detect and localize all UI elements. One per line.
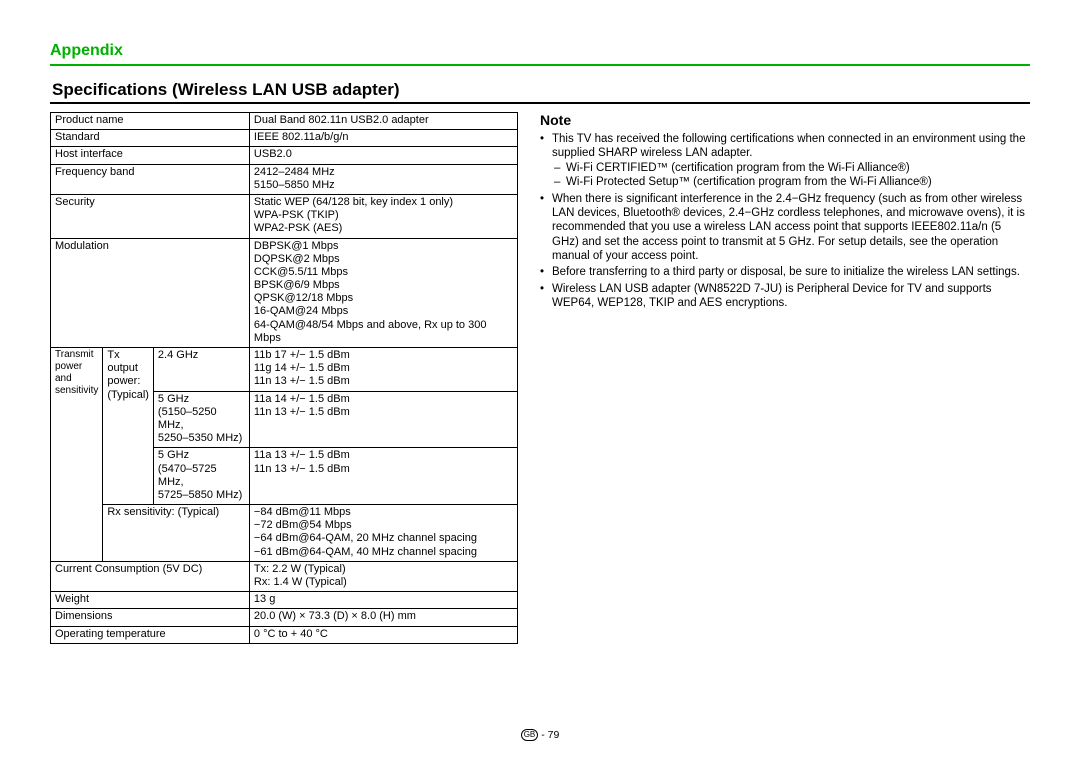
tx-band: 2.4 GHz — [153, 348, 249, 392]
content-columns: Product nameDual Band 802.11n USB2.0 ada… — [50, 112, 1030, 644]
spec-label: Host interface — [51, 147, 250, 164]
spec-table: Product nameDual Band 802.11n USB2.0 ada… — [50, 112, 518, 644]
spec-label: Operating temperature — [51, 626, 250, 643]
rx-value: −84 dBm@11 Mbps−72 dBm@54 Mbps−64 dBm@64… — [249, 505, 517, 562]
note-item: When there is significant interference i… — [540, 192, 1030, 264]
spec-value: 0 °C to + 40 °C — [249, 626, 517, 643]
note-heading: Note — [540, 112, 1030, 128]
tx-band: 5 GHz(5470–5725 MHz,5725–5850 MHz) — [153, 448, 249, 505]
table-row: Dimensions20.0 (W) × 73.3 (D) × 8.0 (H) … — [51, 609, 518, 626]
page-number: - 79 — [541, 729, 559, 741]
tx-band: 5 GHz(5150–5250 MHz,5250–5350 MHz) — [153, 391, 249, 448]
spec-value: USB2.0 — [249, 147, 517, 164]
appendix-title: Appendix — [50, 42, 1030, 60]
note-item: This TV has received the following certi… — [540, 132, 1030, 190]
spec-value: 2412–2484 MHz5150–5850 MHz — [249, 164, 517, 194]
spec-label: Frequency band — [51, 164, 250, 194]
table-row: Weight13 g — [51, 592, 518, 609]
spec-value: Static WEP (64/128 bit, key index 1 only… — [249, 194, 517, 238]
notes-list: This TV has received the following certi… — [540, 132, 1030, 311]
table-row: Current Consumption (5V DC)Tx: 2.2 W (Ty… — [51, 561, 518, 591]
green-rule — [50, 64, 1030, 66]
tx-band-value: 11a 13 +/− 1.5 dBm11n 13 +/− 1.5 dBm — [249, 448, 517, 505]
spec-label: Product name — [51, 113, 250, 130]
spec-value: IEEE 802.11a/b/g/n — [249, 130, 517, 147]
gb-badge: GB — [521, 729, 539, 741]
rx-label: Rx sensitivity: (Typical) — [103, 505, 250, 562]
spec-label: Modulation — [51, 238, 250, 348]
table-row: Transmitpower andsensitivityTxoutputpowe… — [51, 348, 518, 392]
spec-value: DBPSK@1 MbpsDQPSK@2 MbpsCCK@5.5/11 MbpsB… — [249, 238, 517, 348]
spec-value: 13 g — [249, 592, 517, 609]
notes-column: Note This TV has received the following … — [540, 112, 1030, 644]
table-row: ModulationDBPSK@1 MbpsDQPSK@2 MbpsCCK@5.… — [51, 238, 518, 348]
spec-label: Security — [51, 194, 250, 238]
note-subitem: Wi-Fi Protected Setup™ (certification pr… — [552, 175, 1030, 189]
spec-value: Dual Band 802.11n USB2.0 adapter — [249, 113, 517, 130]
spec-value: 20.0 (W) × 73.3 (D) × 8.0 (H) mm — [249, 609, 517, 626]
tx-output-label: Txoutputpower:(Typical) — [103, 348, 154, 505]
note-item: Before transferring to a third party or … — [540, 265, 1030, 279]
spec-label: Weight — [51, 592, 250, 609]
spec-value: Tx: 2.2 W (Typical)Rx: 1.4 W (Typical) — [249, 561, 517, 591]
transmit-group-label: Transmitpower andsensitivity — [51, 348, 103, 562]
tx-band-value: 11b 17 +/− 1.5 dBm11g 14 +/− 1.5 dBm11n … — [249, 348, 517, 392]
table-row: Frequency band2412–2484 MHz5150–5850 MHz — [51, 164, 518, 194]
note-subitem: Wi-Fi CERTIFIED™ (certification program … — [552, 161, 1030, 175]
table-row: Product nameDual Band 802.11n USB2.0 ada… — [51, 113, 518, 130]
spec-table-column: Product nameDual Band 802.11n USB2.0 ada… — [50, 112, 518, 644]
table-row: Host interfaceUSB2.0 — [51, 147, 518, 164]
note-item: Wireless LAN USB adapter (WN8522D 7-JU) … — [540, 282, 1030, 311]
table-row: StandardIEEE 802.11a/b/g/n — [51, 130, 518, 147]
page-header: Appendix Specifications (Wireless LAN US… — [50, 42, 1030, 104]
table-row: Operating temperature0 °C to + 40 °C — [51, 626, 518, 643]
spec-label: Current Consumption (5V DC) — [51, 561, 250, 591]
table-row: SecurityStatic WEP (64/128 bit, key inde… — [51, 194, 518, 238]
table-row: Rx sensitivity: (Typical)−84 dBm@11 Mbps… — [51, 505, 518, 562]
spec-label: Dimensions — [51, 609, 250, 626]
page-footer: GB - 79 — [0, 729, 1080, 741]
section-title: Specifications (Wireless LAN USB adapter… — [50, 80, 1030, 100]
black-rule — [50, 102, 1030, 104]
tx-band-value: 11a 14 +/− 1.5 dBm11n 13 +/− 1.5 dBm — [249, 391, 517, 448]
spec-label: Standard — [51, 130, 250, 147]
